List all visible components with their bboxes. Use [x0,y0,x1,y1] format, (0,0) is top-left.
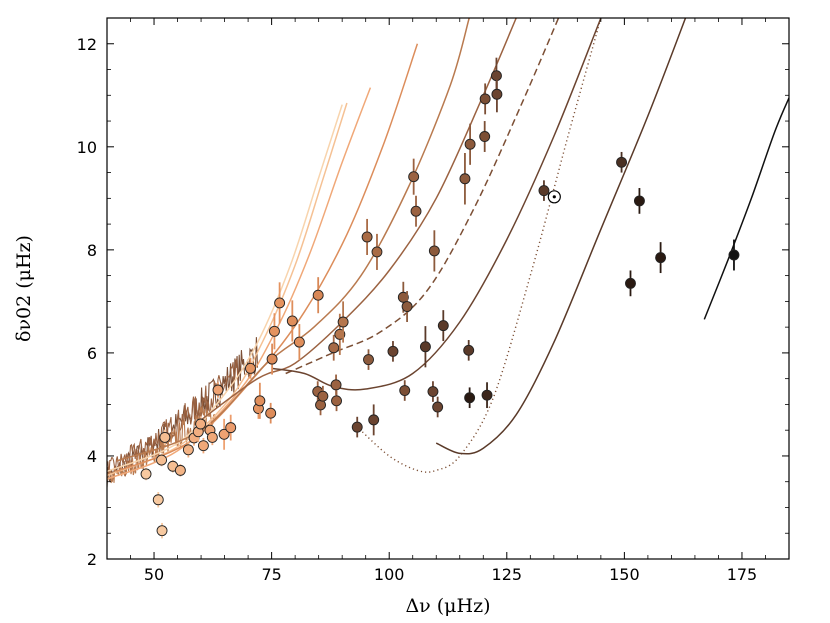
data-point-0 [140,468,152,480]
data-point-30 [328,342,340,354]
data-point-32 [331,395,342,407]
data-point-7 [182,444,194,456]
data-point-13 [206,431,218,443]
data-point-52 [463,344,475,356]
data-point-15 [218,428,230,440]
data-point-1 [152,494,164,506]
data-point-20 [265,407,277,419]
data-point-24 [286,315,298,327]
data-point-26 [312,289,324,301]
y-tick-label-0: 2 [87,550,97,569]
data-point-51 [459,173,471,185]
x-axis-label: Δν (μHz) [405,595,490,617]
data-point-29 [317,390,329,402]
data-point-41 [397,291,409,303]
data-point-22 [268,325,280,337]
data-point-10 [195,418,207,430]
data-point-56 [479,93,491,105]
data-point-64 [655,252,667,264]
data-point-16 [225,422,237,434]
noisy-track-1 [107,357,240,477]
data-point-65 [728,249,740,261]
data-point-21 [266,353,278,365]
data-point-46 [419,341,431,353]
data-point-42 [399,385,411,396]
data-point-17 [245,362,256,374]
data-point-37 [363,354,374,366]
y-tick-label-2: 6 [87,344,97,363]
data-point-63 [633,195,645,207]
x-tick-label-3: 125 [492,565,523,584]
y-tick-label-4: 10 [77,138,97,157]
plot-frame [106,17,790,560]
data-point-44 [408,171,420,183]
data-point-19 [254,395,266,407]
model-track-10 [703,97,789,320]
data-point-43 [401,301,413,312]
data-point-60 [538,185,550,197]
model-track-8 [355,18,602,473]
y-axis-label: δν02 (μHz) [13,235,35,342]
y-tick-label-3: 8 [87,241,97,260]
data-point-49 [432,401,444,413]
data-point-35 [351,421,363,433]
model-track-4 [116,18,470,462]
data-point-38 [368,414,380,426]
data-point-2 [156,525,168,537]
data-point-53 [464,392,476,404]
data-point-4 [159,431,171,443]
model-track-9 [435,18,687,455]
data-point-14 [212,384,224,396]
data-point-31 [330,379,342,391]
data-point-6 [174,464,186,476]
x-tick-label-2: 100 [374,565,405,584]
data-point-47 [427,386,439,397]
model-track-1 [107,102,348,477]
plot-area [107,18,789,539]
model-track-2 [107,87,372,480]
data-point-48 [428,245,440,257]
data-point-45 [410,205,422,217]
data-point-36 [361,231,373,243]
data-point-34 [337,316,349,328]
data-point-23 [274,297,286,309]
sun-marker-dot [552,195,556,199]
y-tick-label-1: 4 [87,447,97,466]
x-tick-label-5: 175 [727,565,758,584]
data-point-40 [387,345,399,357]
data-point-3 [156,454,168,466]
data-point-54 [464,138,476,150]
data-point-39 [371,246,383,258]
data-point-57 [481,389,493,401]
x-tick-label-4: 150 [609,565,640,584]
data-point-50 [437,320,449,332]
axes: 50 75 100 125 150 175 2 4 6 8 10 12 [77,18,789,584]
data-point-59 [491,88,503,100]
model-track-6 [285,18,560,375]
y-tick-label-5: 12 [77,35,97,54]
data-point-62 [625,277,636,289]
x-tick-label-1: 75 [261,565,281,584]
data-point-25 [293,336,305,348]
data-point-11 [197,440,209,452]
model-track-0 [107,104,343,473]
data-point-55 [479,131,491,142]
x-tick-label-0: 50 [144,565,164,584]
model-track-7 [271,18,602,391]
data-point-61 [616,156,628,168]
